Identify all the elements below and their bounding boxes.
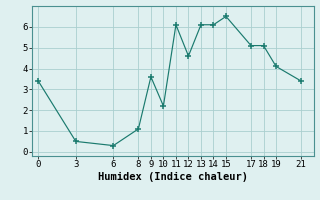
X-axis label: Humidex (Indice chaleur): Humidex (Indice chaleur) <box>98 172 248 182</box>
